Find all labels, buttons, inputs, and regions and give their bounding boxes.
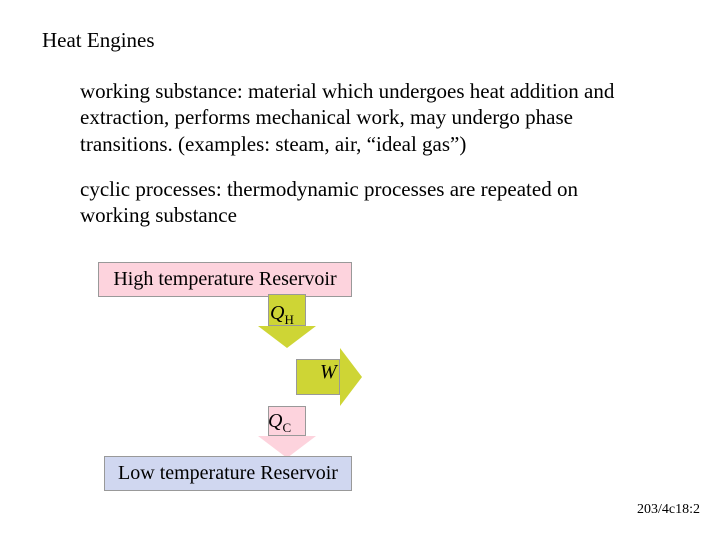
qc-subscript: C [282,420,291,435]
qc-symbol: Q [268,410,282,432]
qc-label: QC [268,410,291,436]
w-label: W [320,361,337,384]
paragraph-cyclic-processes: cyclic processes: thermodynamic processe… [80,176,640,229]
qh-subscript: H [284,312,293,327]
cold-reservoir-box: Low temperature Reservoir [104,456,352,491]
qh-symbol: Q [270,302,284,324]
heat-engine-diagram: High temperature Reservoir Low temperatu… [80,248,420,498]
slide-footer: 203/4c18:2 [637,502,700,518]
hot-reservoir-box: High temperature Reservoir [98,262,352,297]
page-title: Heat Engines [42,28,155,53]
qh-label: QH [270,302,294,328]
paragraph-working-substance: working substance: material which underg… [80,78,640,157]
